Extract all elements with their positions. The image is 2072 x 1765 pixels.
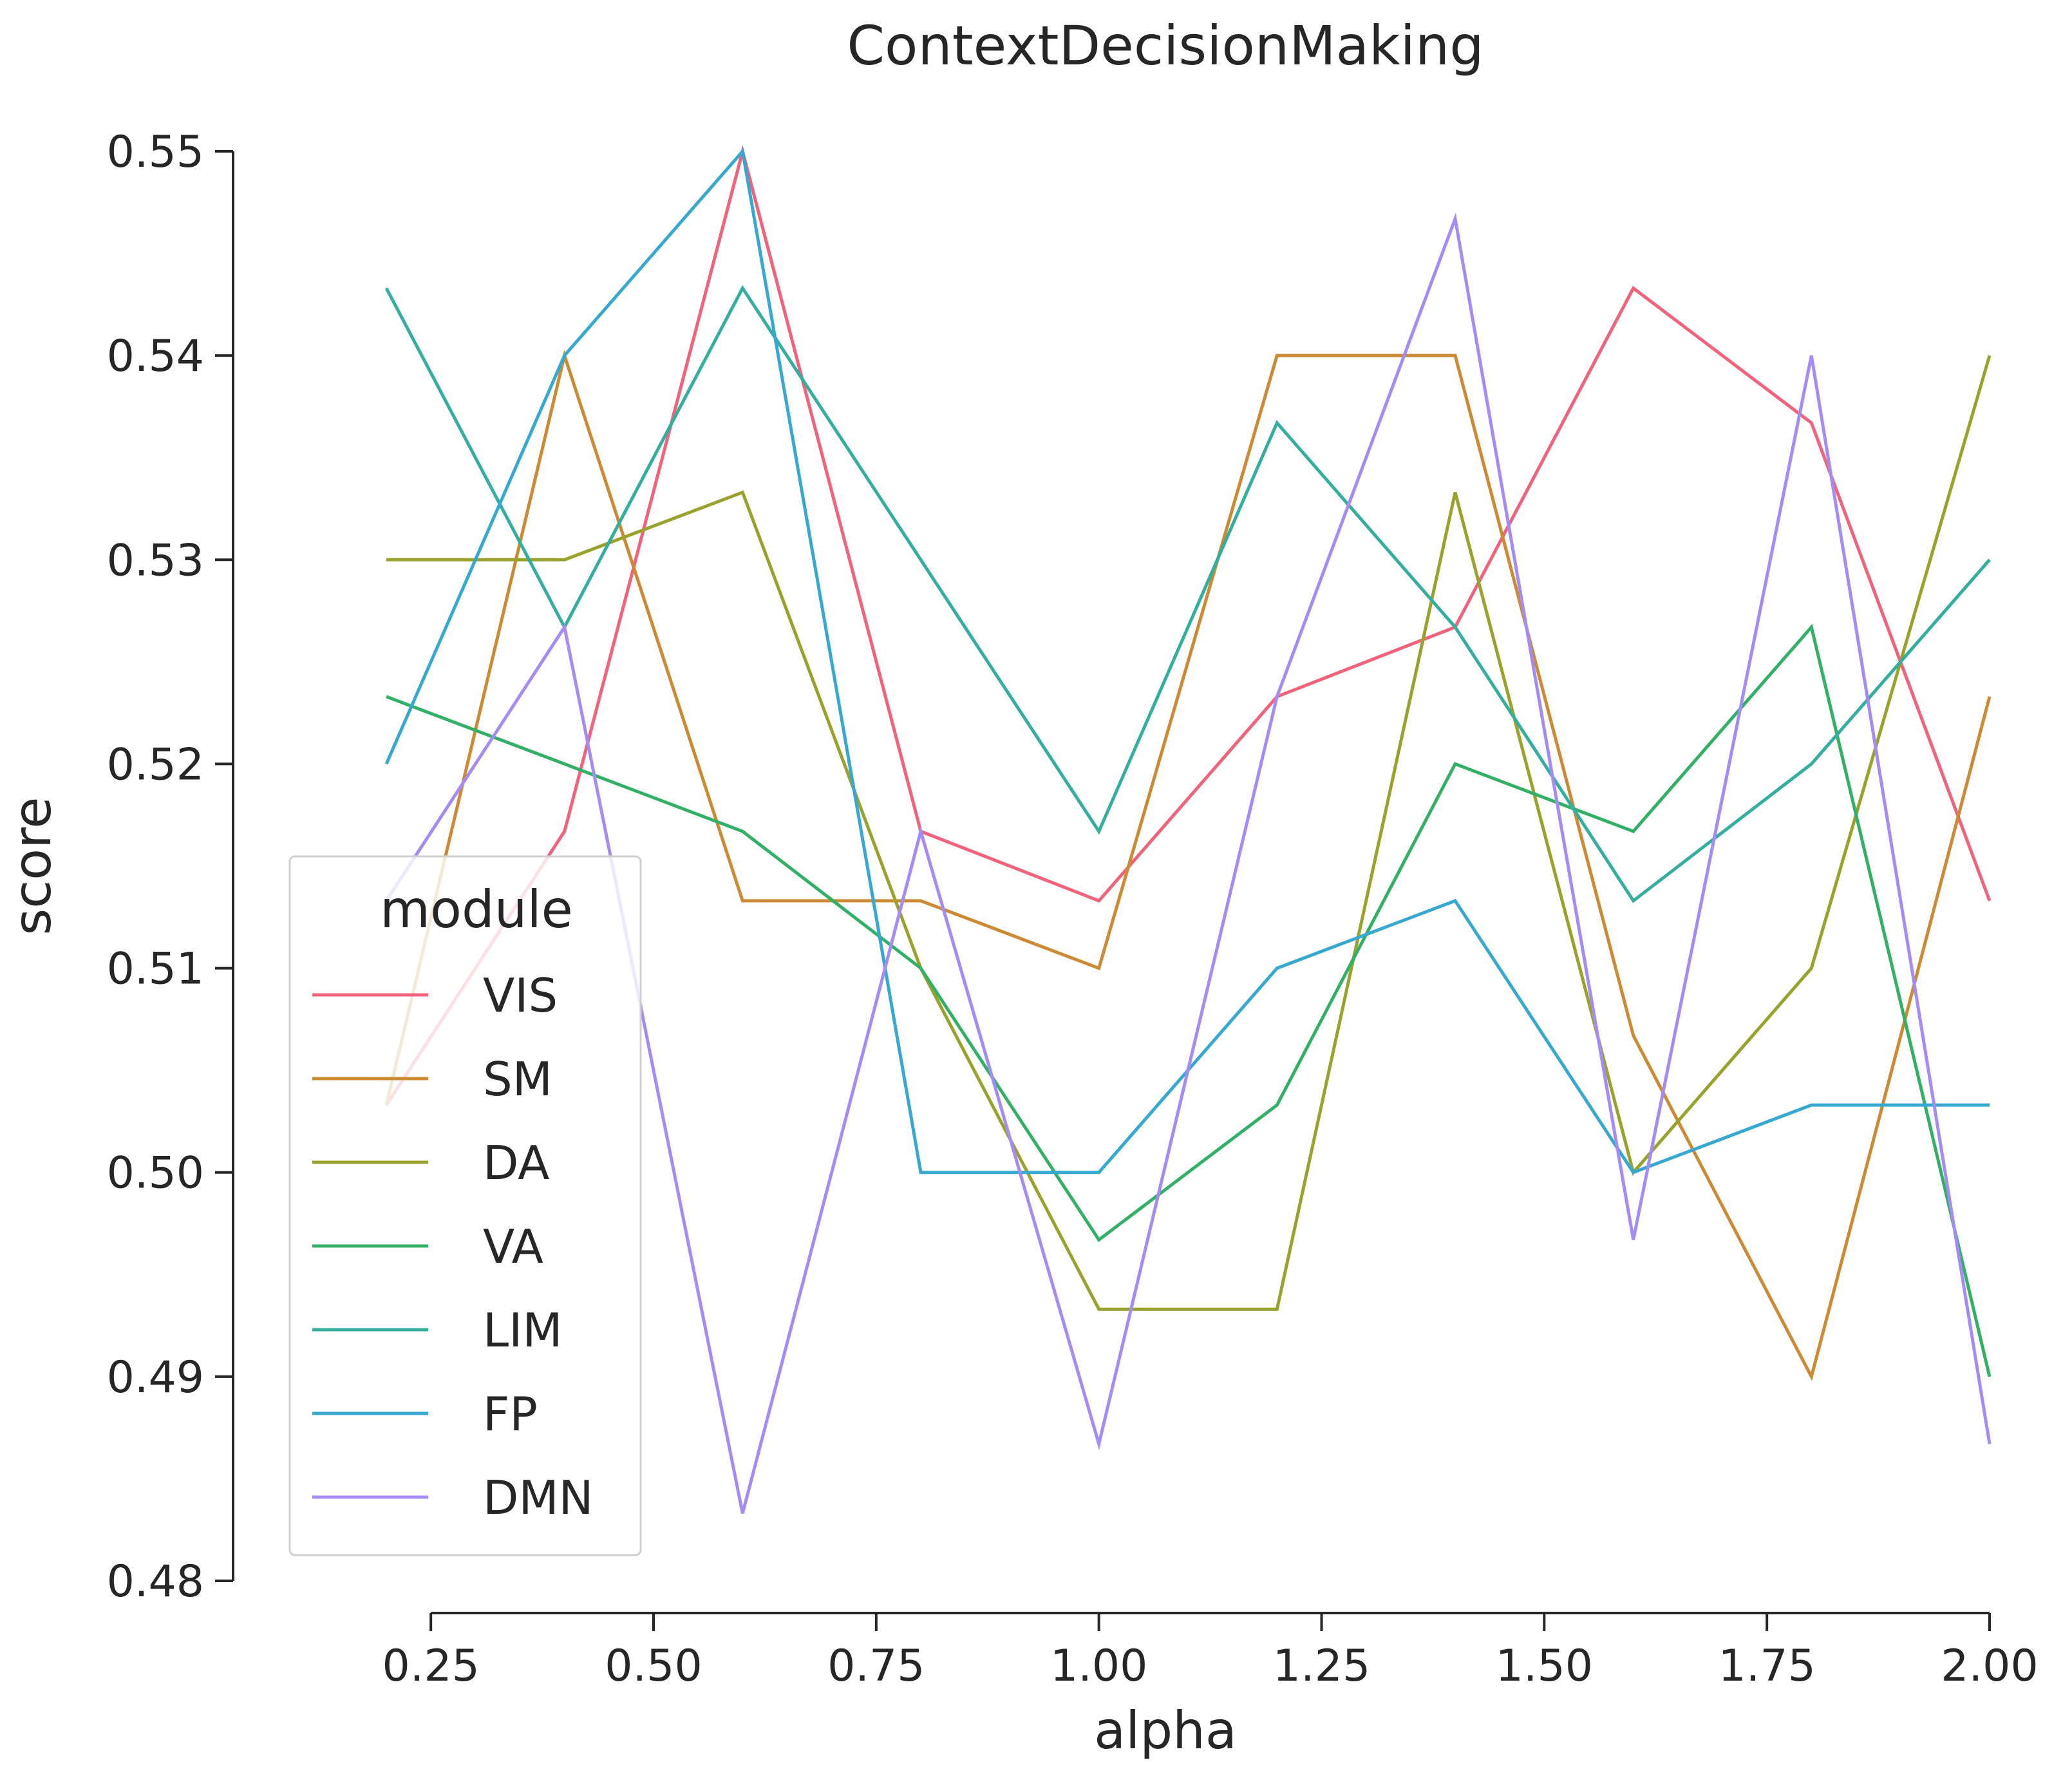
y-tick-label: 0.52	[107, 739, 204, 790]
series-line-lim	[384, 285, 1991, 903]
legend-label-sm: SM	[483, 1052, 552, 1106]
legend-label-vis: VIS	[483, 968, 558, 1023]
y-tick-label: 0.55	[107, 127, 204, 178]
legend-label-lim: LIM	[483, 1303, 562, 1357]
series-line-da	[386, 355, 1992, 1311]
legend-title: module	[380, 880, 573, 939]
y-tick-label: 0.49	[107, 1352, 204, 1403]
legend-box	[288, 855, 642, 1556]
legend-label-dmn: DMN	[483, 1471, 593, 1525]
x-tick-label: 1.50	[1496, 1641, 1593, 1692]
y-tick-label: 0.48	[107, 1556, 204, 1607]
series-line-sm	[384, 349, 1992, 1381]
legend: module VIS SM DA VA LIM FP DMN	[288, 855, 642, 1556]
series-line-dmn	[384, 212, 1992, 1514]
series-line-va	[386, 623, 1992, 1377]
x-axis-title: alpha	[1094, 1701, 1237, 1760]
legend-label-da: DA	[483, 1136, 549, 1190]
legend-label-va: VA	[483, 1220, 543, 1274]
series-line-vis	[384, 145, 1992, 1106]
y-tick-label: 0.50	[107, 1148, 204, 1199]
y-tick-label: 0.53	[107, 535, 204, 586]
legend-items: VIS SM DA VA LIM FP DMN	[312, 968, 593, 1525]
x-tick-label: 0.25	[382, 1641, 479, 1692]
x-tick-label: 1.00	[1050, 1641, 1147, 1692]
x-tick-label: 0.75	[827, 1641, 925, 1692]
x-tick-label: 2.00	[1941, 1641, 2038, 1692]
legend-label-fp: FP	[483, 1387, 538, 1441]
y-tick-label: 0.51	[107, 944, 204, 995]
x-tick-label: 0.50	[605, 1641, 702, 1692]
x-tick-label: 1.75	[1718, 1641, 1815, 1692]
y-axis: 0.48 0.49 0.50 0.51 0.52 0.53 0.54 0.55	[107, 127, 234, 1607]
x-tick-label: 1.25	[1273, 1641, 1370, 1692]
chart-title: ContextDecisionMaking	[847, 14, 1483, 77]
y-axis-title: score	[3, 797, 62, 936]
y-tick-label: 0.54	[107, 331, 204, 382]
series-lines	[384, 145, 1992, 1514]
x-axis: 0.25 0.50 0.75 1.00 1.25 1.50 1.75 2.00	[382, 1612, 2039, 1692]
